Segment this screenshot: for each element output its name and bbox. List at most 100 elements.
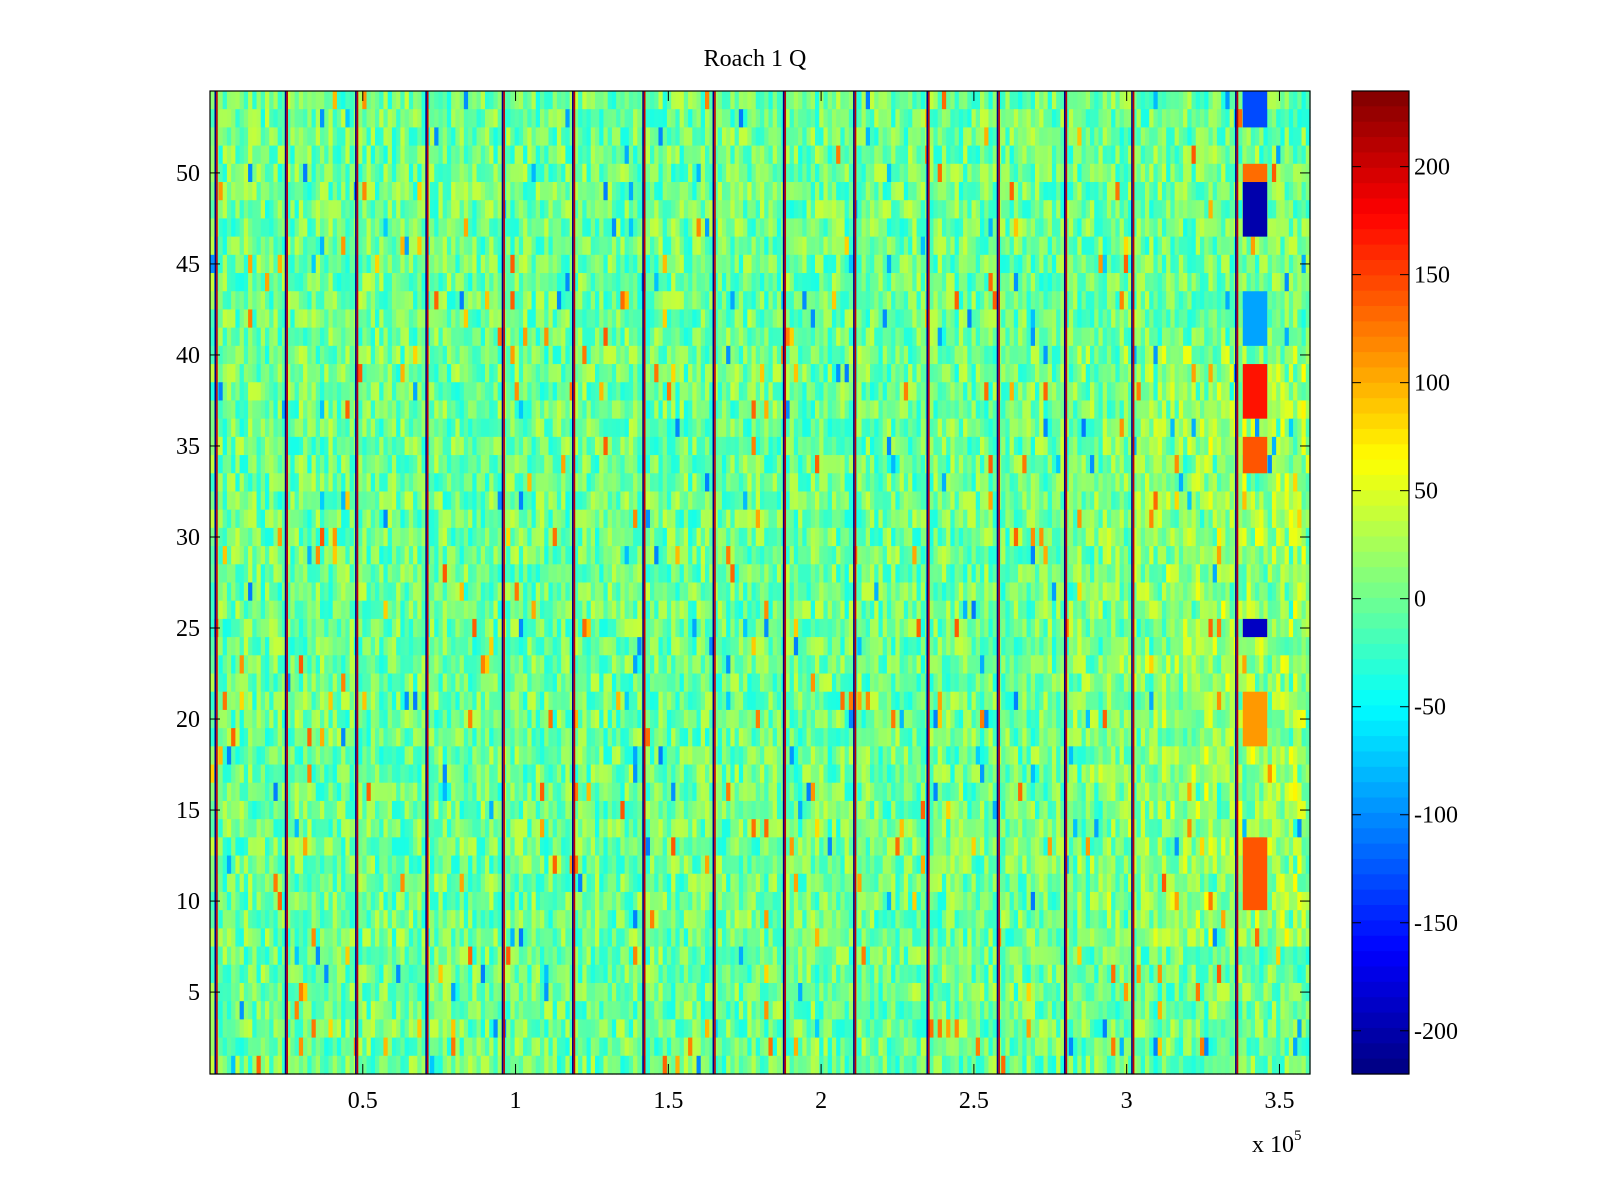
heatmap-cell — [1212, 364, 1218, 383]
heatmap-cell — [235, 400, 241, 420]
heatmap-cell — [878, 254, 884, 274]
heatmap-cell — [1204, 400, 1210, 420]
heatmap-cell — [764, 163, 770, 183]
heatmap-cell — [497, 109, 503, 128]
heatmap-cell — [920, 127, 926, 147]
heatmap-cell — [493, 163, 499, 183]
heatmap-cell — [290, 436, 296, 456]
heatmap-cell — [476, 163, 482, 183]
heatmap-cell — [650, 182, 655, 201]
heatmap-cell — [920, 109, 926, 128]
heatmap-cell — [370, 327, 376, 347]
heatmap-cell — [383, 218, 389, 238]
heatmap-cell — [527, 182, 533, 201]
heatmap-cell — [290, 418, 296, 438]
heatmap-cell — [387, 400, 393, 420]
heatmap-cell — [1297, 400, 1303, 420]
heatmap-cell — [1166, 400, 1171, 420]
heatmap-cell — [298, 254, 304, 274]
heatmap-cell — [827, 109, 833, 128]
heatmap-cell — [1013, 145, 1019, 165]
heatmap-cell — [713, 218, 719, 238]
heatmap-cell — [772, 309, 778, 329]
heatmap-cell — [916, 418, 922, 438]
heatmap-cell — [628, 91, 634, 110]
heatmap-cell — [916, 254, 922, 274]
heatmap-cell — [578, 91, 583, 110]
heatmap-cell — [1183, 309, 1188, 329]
heatmap-cell — [1005, 218, 1011, 238]
heatmap-cell — [552, 109, 558, 128]
heatmap-cell — [1051, 236, 1057, 256]
heatmap-cell — [878, 400, 884, 420]
heatmap-cell — [400, 364, 406, 383]
heatmap-cell — [882, 254, 888, 274]
heatmap-cell — [396, 309, 401, 329]
heatmap-cell — [1183, 364, 1188, 383]
heatmap-cell — [408, 145, 414, 165]
heatmap-cell — [785, 382, 791, 402]
heatmap-cell — [958, 145, 964, 165]
heatmap-cell — [658, 182, 664, 201]
heatmap-cell — [738, 218, 744, 238]
heatmap-cell — [645, 91, 651, 110]
heatmap-cell — [531, 218, 537, 238]
heatmap-cell — [823, 382, 829, 402]
heatmap-cell — [1204, 163, 1210, 183]
heatmap-cell — [683, 200, 689, 220]
heatmap-cell — [451, 400, 456, 420]
heatmap-cell — [1183, 327, 1188, 347]
heatmap-cell — [446, 109, 452, 128]
heatmap-cell — [417, 127, 423, 147]
heatmap-cell — [637, 163, 643, 183]
heatmap-cell — [692, 200, 698, 220]
heatmap-cell — [434, 109, 440, 128]
heatmap-cell — [1157, 382, 1163, 402]
heatmap-cell — [760, 163, 765, 183]
heatmap-cell — [1051, 345, 1057, 365]
heatmap-cell — [514, 163, 520, 183]
heatmap-cell — [239, 400, 245, 420]
heatmap-cell — [277, 218, 283, 238]
heatmap-cell — [738, 163, 744, 183]
heatmap-cell — [827, 163, 833, 183]
heatmap-cell — [683, 109, 689, 128]
heatmap-cell — [573, 309, 579, 329]
heatmap-cell — [1305, 91, 1311, 110]
heatmap-cell — [950, 364, 956, 383]
heatmap-cell — [476, 145, 482, 165]
heatmap-cell — [633, 418, 638, 438]
heatmap-cell — [1111, 127, 1116, 147]
heatmap-cell — [1246, 418, 1252, 438]
heatmap-cell — [645, 254, 651, 274]
heatmap-cell — [1208, 236, 1214, 256]
heatmap-cell — [590, 382, 596, 402]
heatmap-cell — [675, 345, 681, 365]
heatmap-cell — [1267, 345, 1273, 365]
heatmap-cell — [1111, 254, 1116, 274]
heatmap-cell — [1039, 382, 1045, 402]
heatmap-cell — [1035, 345, 1040, 365]
heatmap-cell — [899, 364, 905, 383]
heatmap-cell — [298, 218, 304, 238]
heatmap-cell — [721, 254, 727, 274]
heatmap-cell — [243, 218, 249, 238]
heatmap-cell — [349, 182, 355, 201]
heatmap-cell — [958, 91, 964, 110]
heatmap-cell — [734, 309, 740, 329]
heatmap-cell — [916, 109, 922, 128]
heatmap-cell — [311, 291, 317, 311]
heatmap-cell — [929, 291, 935, 311]
heatmap-cell — [806, 309, 812, 329]
heatmap-cell — [345, 254, 351, 274]
heatmap-cell — [341, 309, 346, 329]
heatmap-cell — [463, 327, 469, 347]
heatmap-cell — [848, 182, 854, 201]
heatmap-cell — [798, 364, 803, 383]
heatmap-cell — [620, 382, 626, 402]
heatmap-cell — [243, 254, 249, 274]
heatmap-cell — [721, 127, 727, 147]
heatmap-cell — [1225, 127, 1231, 147]
heatmap-cell — [383, 145, 389, 165]
heatmap-cell — [1157, 327, 1163, 347]
